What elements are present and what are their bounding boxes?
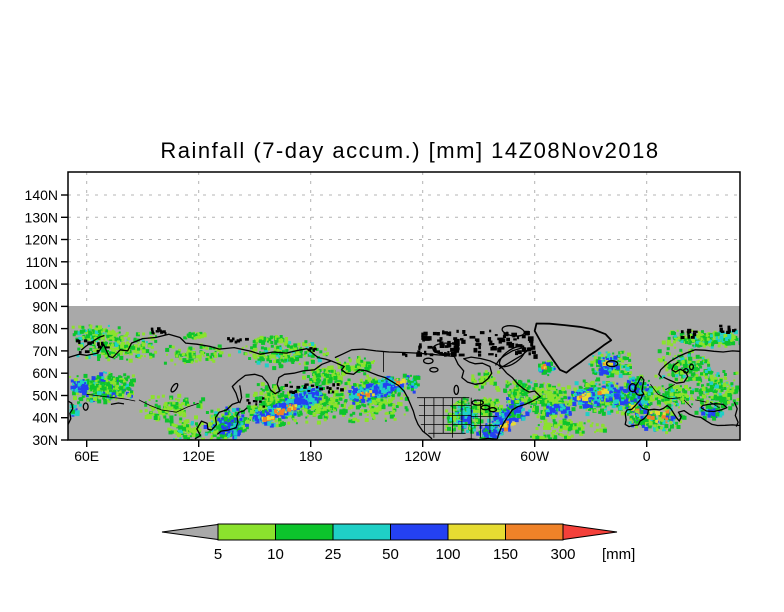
colorbar-tick-label: 50 bbox=[382, 546, 399, 563]
lake-or-island-outline bbox=[488, 407, 498, 413]
lon-tick-label: 60E bbox=[74, 448, 99, 464]
colorbar: 5 10 25 50 100 150 300 [mm] bbox=[161, 523, 635, 563]
lat-tick-label: 30N bbox=[32, 432, 58, 448]
grid-lines bbox=[68, 172, 740, 306]
colorbar-segment bbox=[447, 523, 506, 541]
lon-axis: 60E 120E 180 120W 60W 0 bbox=[74, 448, 651, 464]
map-layer bbox=[68, 322, 740, 440]
lat-tick-label: 80N bbox=[32, 321, 58, 337]
lon-tick-label: 0 bbox=[643, 448, 651, 464]
colorbar-tick-label: 300 bbox=[550, 546, 575, 563]
colorbar-unit-label: [mm] bbox=[602, 546, 635, 563]
lake-or-island-outline bbox=[605, 360, 619, 368]
colorbar-tick-label: 25 bbox=[325, 546, 342, 563]
lon-tick-label: 180 bbox=[299, 448, 323, 464]
colorbar-tick-label: 100 bbox=[435, 546, 460, 563]
colorbar-segment bbox=[332, 523, 391, 541]
lake-or-island-outline bbox=[422, 357, 434, 365]
lat-tick-label: 100N bbox=[25, 276, 58, 292]
lat-tick-label: 40N bbox=[32, 410, 58, 426]
lake-or-island-outline bbox=[170, 382, 179, 393]
lat-axis: 140N 130N 120N 110N 100N 90N 80N 70N 60N 50N 40N 30… bbox=[25, 187, 58, 448]
rainfall-shading-layer bbox=[69, 324, 740, 440]
lake-or-island-outline bbox=[82, 402, 89, 411]
colorbar-segment bbox=[390, 523, 449, 541]
lake-or-island-outline bbox=[480, 404, 490, 411]
lat-tick-label: 70N bbox=[32, 343, 58, 359]
colorbar-tick-label: 10 bbox=[267, 546, 284, 563]
island-clusters bbox=[75, 324, 737, 408]
colorbar-above-arrow bbox=[562, 523, 618, 541]
lake-or-island-outline bbox=[683, 368, 689, 374]
lake-or-island-outline bbox=[453, 384, 460, 396]
lake-or-island-outline bbox=[688, 363, 695, 371]
lat-tick-label: 50N bbox=[32, 388, 58, 404]
plot-title: Rainfall (7-day accum.) [mm] 14Z08Nov201… bbox=[160, 138, 660, 163]
political-borders bbox=[86, 352, 720, 439]
colorbar-segment bbox=[217, 523, 276, 541]
lat-tick-label: 120N bbox=[25, 232, 58, 248]
colorbar-segment bbox=[505, 523, 564, 541]
lon-tick-label: 120W bbox=[404, 448, 441, 464]
greenland-landmass bbox=[533, 322, 613, 374]
colorbar-below-arrow bbox=[161, 523, 219, 541]
colorbar-tick-label: 150 bbox=[493, 546, 518, 563]
lake-or-island-outline bbox=[429, 366, 439, 373]
lon-tick-label: 60W bbox=[520, 448, 550, 464]
colorbar-tick-label: 5 bbox=[214, 546, 222, 563]
lake-or-island-outline bbox=[628, 383, 637, 393]
lat-tick-label: 110N bbox=[26, 254, 58, 270]
axis-ticks bbox=[61, 194, 648, 447]
lon-tick-label: 120E bbox=[182, 448, 215, 464]
lat-tick-label: 90N bbox=[32, 298, 58, 314]
colorbar-segment bbox=[275, 523, 334, 541]
lat-tick-label: 130N bbox=[25, 209, 58, 225]
lake-or-island-outline bbox=[471, 399, 484, 406]
lat-tick-label: 60N bbox=[32, 365, 58, 381]
coastlines bbox=[68, 325, 740, 440]
lat-tick-label: 140N bbox=[25, 187, 58, 203]
